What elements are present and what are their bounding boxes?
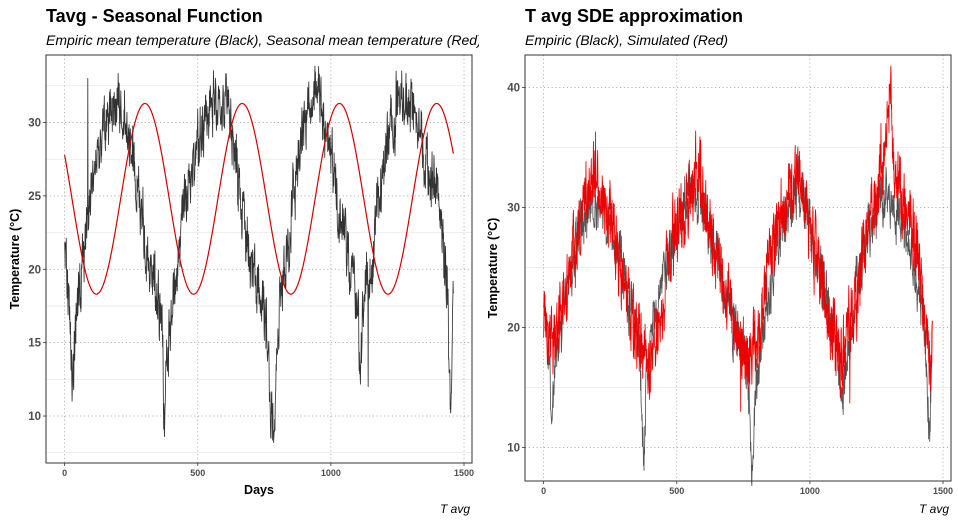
chart-caption: T avg [918,502,949,516]
y-tick-label: 10 [507,442,520,454]
plot-border [45,54,473,464]
y-tick-label: 25 [28,191,41,203]
y-tick-label: 30 [507,202,520,214]
y-tick-label: 10 [28,411,41,423]
x-tick-label: 1500 [933,486,953,496]
series-line-empiric-mean-temperature [64,65,454,443]
y-tick-label: 30 [28,118,41,130]
x-tick-label: 500 [669,486,684,496]
x-tick-label: 500 [190,468,205,478]
x-tick-label: 1000 [800,486,820,496]
x-tick-label: 1000 [321,468,341,478]
y-tick-label: 40 [507,82,520,94]
chart-plot-right: 0 500 1000 1500 10 20 30 40 Temperature (°C) [486,54,953,496]
y-tick-label: 20 [507,322,520,334]
x-tick-label: 0 [62,468,67,478]
left-chart-panel: Tavg - Seasonal Function Empiric mean te… [8,6,479,516]
chart-subtitle: Empiric (Black), Simulated (Red) [525,32,729,48]
y-tick-label: 15 [28,338,41,350]
x-tick-label: 1500 [454,468,474,478]
series-line-simulated [543,65,933,412]
x-tick-label: 0 [541,486,546,496]
right-chart-panel: T avg SDE approximation Empiric (Black),… [479,0,958,523]
chart-title: T avg SDE approximation [525,6,744,26]
plot-border [524,54,952,482]
y-axis-label: Temperature (°C) [486,218,500,319]
y-tick-label: 20 [28,264,41,276]
y-axis-label: Temperature (°C) [8,209,22,310]
series-line-seasonal-mean-temperature [64,102,454,295]
chart-caption: T avg [439,502,470,516]
x-axis-label: Days [244,483,274,497]
chart-plot-left: 0 500 1000 1500 10 15 20 25 30 Temperature (°C) Da… [8,54,474,497]
chart-subtitle: Empiric mean temperature (Black), Season… [46,32,479,48]
chart-title: Tavg - Seasonal Function [46,6,263,26]
